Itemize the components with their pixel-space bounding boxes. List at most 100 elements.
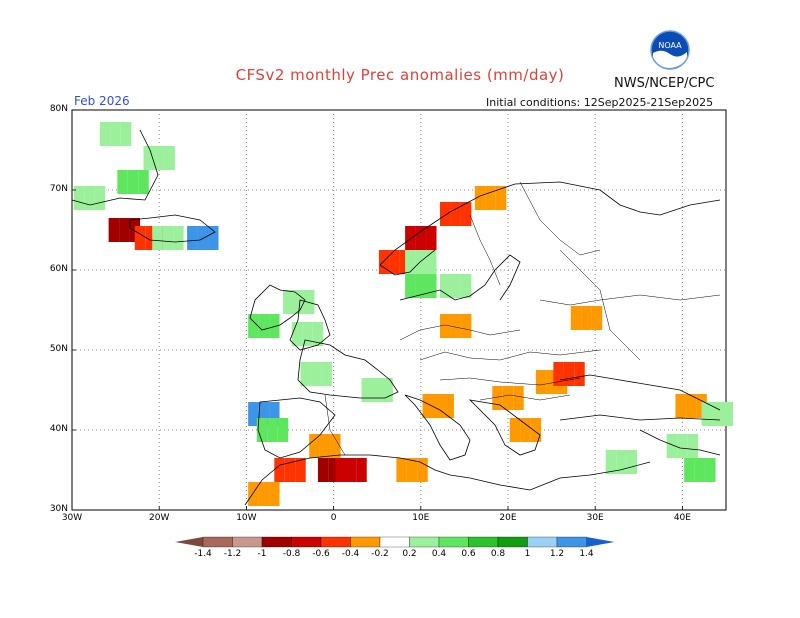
anomaly-cell	[520, 426, 531, 434]
anomaly-cell	[94, 194, 106, 202]
anomaly-cell	[460, 210, 472, 218]
anomaly-cell	[117, 170, 128, 178]
anomaly-cell	[138, 170, 149, 178]
colorbar-segment	[497, 536, 528, 548]
anomaly-cell	[371, 378, 383, 386]
anomaly-cell	[675, 394, 686, 402]
anomaly-cell	[269, 330, 280, 338]
anomaly-cell	[426, 282, 437, 290]
anomaly-cell	[553, 362, 564, 370]
anomaly-cell	[317, 466, 329, 474]
colorbar-segment	[556, 536, 587, 548]
anomaly-cell	[277, 426, 289, 434]
anomaly-cell	[546, 386, 557, 394]
anomaly-cell	[443, 410, 454, 418]
noaa-logo: NOAA	[650, 30, 690, 70]
anomaly-cell	[256, 434, 268, 442]
anomaly-cell	[712, 418, 723, 426]
colorbar-segment	[202, 536, 233, 548]
anomaly-cell	[406, 466, 418, 474]
anomaly-cell	[687, 434, 699, 442]
anomaly-cell	[443, 394, 454, 402]
anomaly-cell	[694, 474, 706, 482]
anomaly-cell	[722, 410, 733, 418]
anomaly-cell	[120, 122, 132, 130]
anomaly-cell	[153, 146, 165, 154]
anomaly-cell	[701, 402, 713, 410]
anomaly-cell	[283, 298, 294, 306]
anomaly-cell	[677, 450, 688, 458]
anomaly-cell	[258, 330, 270, 338]
anomaly-cell	[474, 194, 486, 202]
anomaly-cell	[73, 186, 85, 194]
anomaly-cell	[460, 290, 472, 298]
anomaly-cell	[356, 458, 367, 466]
anomaly-cell	[110, 130, 121, 138]
anomaly-cell	[378, 250, 390, 258]
colorbar-label: 0.4	[431, 549, 447, 559]
anomaly-cell	[117, 186, 128, 194]
colorbar-label: 1.2	[549, 549, 565, 559]
anomaly-cell	[405, 274, 416, 282]
valid-month-label: Feb 2026	[74, 94, 130, 108]
anomaly-cell	[274, 466, 285, 474]
anomaly-cell	[119, 218, 130, 226]
colorbar-segment	[468, 536, 499, 548]
lat-label: 70N	[49, 184, 68, 194]
anomaly-cell	[248, 330, 259, 338]
anomaly-cell	[127, 186, 139, 194]
anomaly-cell	[460, 330, 472, 338]
anomaly-cell	[415, 250, 427, 258]
anomaly-cell	[694, 458, 706, 466]
anomaly-cell	[84, 194, 95, 202]
anomaly-cell	[485, 186, 496, 194]
anomaly-cell	[574, 370, 585, 378]
anomaly-cell	[356, 466, 367, 474]
anomaly-cell	[283, 290, 294, 298]
anomaly-cell	[460, 314, 472, 322]
anomaly-cell	[509, 418, 521, 426]
anomaly-cell	[405, 234, 416, 242]
anomaly-cell	[300, 362, 311, 370]
anomaly-cell	[267, 434, 278, 442]
anomaly-cell	[258, 482, 270, 490]
anomaly-cell	[426, 250, 437, 258]
anomaly-cell	[685, 410, 697, 418]
anomaly-cell	[143, 154, 154, 162]
colorbar-segment	[261, 536, 292, 548]
anomaly-cell	[248, 418, 259, 426]
anomaly-cell	[405, 258, 416, 266]
anomaly-cell	[134, 234, 146, 242]
anomaly-cell	[187, 226, 198, 234]
colorbar-label: 0.8	[490, 549, 506, 559]
lon-label: 30E	[586, 513, 604, 523]
anomaly-cell	[405, 290, 416, 298]
anomaly-cell	[450, 202, 461, 210]
anomaly-cell	[426, 234, 437, 242]
anomaly-cell	[439, 218, 451, 226]
anomaly-cell	[605, 450, 617, 458]
colorbar-label: -1	[257, 549, 267, 559]
anomaly-cell	[666, 434, 678, 442]
anomaly-cell	[274, 474, 285, 482]
anomaly-cell	[405, 266, 416, 274]
colorbar-label: 1	[524, 549, 531, 559]
anomaly-cell	[197, 226, 209, 234]
anomaly-cell	[127, 178, 139, 186]
anomaly-cell	[134, 242, 146, 250]
anomaly-cell	[687, 450, 699, 458]
anomaly-cell	[439, 274, 451, 282]
anomaly-cell	[256, 426, 268, 434]
anomaly-cell	[84, 186, 95, 194]
anomaly-cell	[99, 122, 111, 130]
anomaly-cell	[248, 498, 259, 506]
anomaly-cell	[134, 226, 146, 234]
anomaly-cell	[415, 282, 427, 290]
colorbar-label: -0.6	[312, 549, 330, 559]
anomaly-cell	[701, 418, 713, 426]
anomaly-cell	[361, 386, 372, 394]
anomaly-cell	[422, 410, 434, 418]
anomaly-cell	[162, 242, 174, 250]
colorbar-label: 0.2	[402, 549, 417, 559]
anomaly-cell	[513, 402, 524, 410]
